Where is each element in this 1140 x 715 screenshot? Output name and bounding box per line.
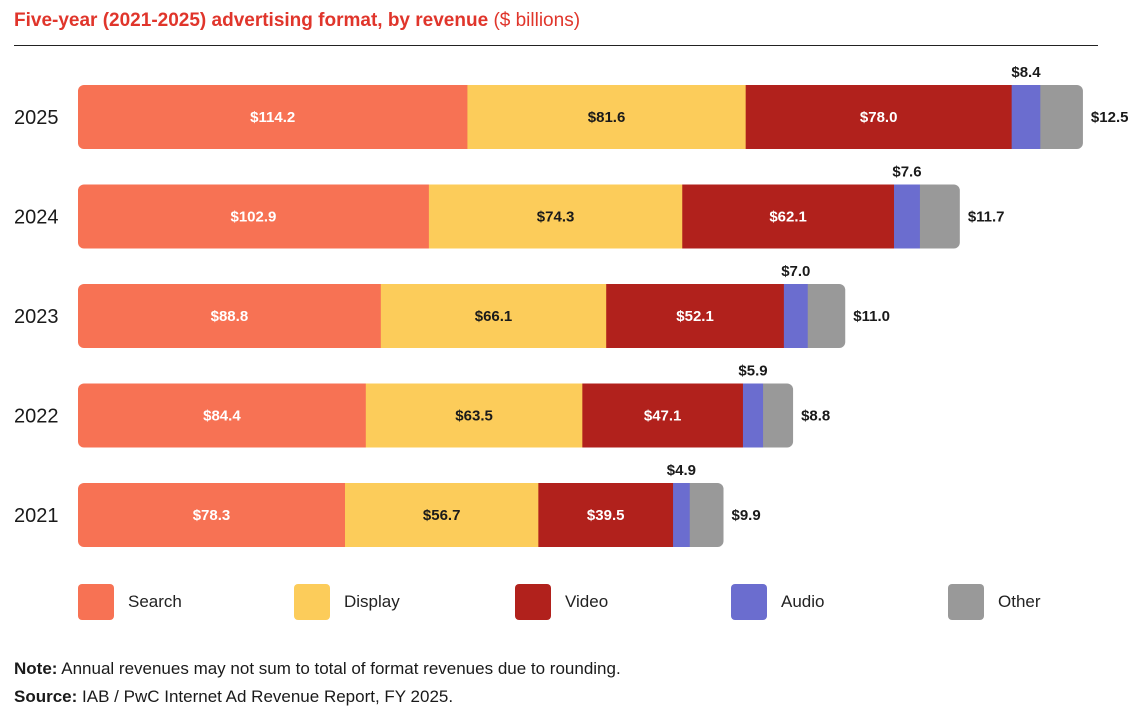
bar-segment-display-2023 [380,284,607,348]
legend-item-display: Display [294,584,400,620]
bar-segment-audio-2023 [783,284,809,348]
legend-swatch-search [78,584,114,620]
year-label-2024: 2024 [14,207,59,229]
year-label-2022: 2022 [14,406,59,428]
footnote: Note: Annual revenues may not sum to tot… [14,655,621,711]
bar-value-audio-2024: $7.6 [892,164,921,181]
bar-value-video-2024: $62.1 [769,209,807,226]
bar-value-search-2023: $88.8 [211,308,249,325]
note-label: Note: [14,659,58,678]
bar-segment-other-2025 [1040,85,1083,149]
year-label-2021: 2021 [14,505,59,527]
bar-segment-search-2021 [78,483,346,547]
bar-segment-display-2025 [467,85,747,149]
bar-value-display-2024: $74.3 [537,209,575,226]
note-text: Annual revenues may not sum to total of … [61,659,621,678]
chart-title-main: Five-year (2021-2025) advertising format… [14,10,489,31]
legend-item-search: Search [78,584,182,620]
bar-value-audio-2025: $8.4 [1011,64,1041,81]
bar-segment-search-2025 [78,85,468,149]
legend-label-search: Search [128,592,182,611]
bar-value-video-2021: $39.5 [587,507,625,524]
bar-value-display-2023: $66.1 [475,308,513,325]
bar-row-2025 [78,85,1083,149]
bar-value-search-2022: $84.4 [203,408,241,425]
bar-segment-audio-2021 [673,483,691,547]
bar-segment-other-2022 [763,383,794,448]
legend-swatch-audio [731,584,767,620]
bar-segment-video-2023 [606,284,785,348]
bar-value-other-2024: $11.7 [968,209,1005,226]
bar-segment-video-2021 [538,483,674,547]
legend-label-display: Display [344,592,400,611]
bar-segment-audio-2025 [1011,85,1041,149]
bar-value-display-2022: $63.5 [455,408,493,425]
bar-segment-search-2022 [78,383,367,448]
bar-value-search-2021: $78.3 [193,507,231,524]
source-text: IAB / PwC Internet Ad Revenue Report, FY… [82,687,454,706]
bar-segment-other-2023 [807,284,846,348]
chart-legend: Search Display Video Audio Other [0,584,1140,624]
note-line: Note: Annual revenues may not sum to tot… [14,655,621,683]
bar-value-search-2024: $102.9 [230,209,276,226]
bar-segment-other-2024 [919,184,960,249]
year-label-2025: 2025 [14,107,59,129]
legend-label-audio: Audio [781,592,825,611]
bar-value-audio-2023: $7.0 [781,263,810,280]
bar-segment-display-2021 [345,483,539,547]
bar-segment-video-2025 [745,85,1013,149]
bar-row-2024 [78,184,960,249]
legend-item-video: Video [515,584,608,620]
title-divider [14,45,1098,46]
bar-value-video-2022: $47.1 [644,408,682,425]
bar-value-audio-2022: $5.9 [738,363,767,380]
bar-segment-display-2024 [428,184,683,249]
bar-value-other-2021: $9.9 [732,507,761,524]
bar-segment-video-2024 [682,184,895,249]
bar-row-2021 [78,483,724,547]
chart-title: Five-year (2021-2025) advertising format… [14,8,580,34]
legend-swatch-display [294,584,330,620]
bar-value-other-2022: $8.8 [801,408,830,425]
stacked-bar-chart: 2025 $114.2 $81.6 $78.0 $8.4 $12.5 2024 $102.9 $… [14,64,1129,547]
bar-segment-search-2023 [78,284,382,348]
bar-value-video-2025: $78.0 [860,109,898,126]
legend-label-other: Other [998,592,1041,611]
bar-segment-audio-2022 [742,383,764,448]
bar-segment-other-2021 [689,483,724,547]
bar-segment-display-2022 [365,383,583,448]
legend-swatch-other [948,584,984,620]
bar-value-display-2021: $56.7 [423,507,461,524]
bar-segment-search-2024 [78,184,430,249]
source-line: Source: IAB / PwC Internet Ad Revenue Re… [14,683,621,711]
bar-segment-video-2022 [582,383,744,448]
bar-value-search-2025: $114.2 [250,109,295,126]
bar-segment-audio-2024 [894,184,921,249]
legend-label-video: Video [565,592,609,611]
legend-item-audio: Audio [731,584,824,620]
bar-value-other-2023: $11.0 [853,308,890,325]
bar-row-2023 [78,284,846,348]
legend-swatch-video [515,584,551,620]
legend-item-other: Other [948,584,1041,620]
bar-value-display-2025: $81.6 [588,109,626,126]
bar-value-other-2025: $12.5 [1091,109,1129,126]
bar-value-audio-2021: $4.9 [667,462,696,479]
chart-title-unit: ($ billions) [493,10,581,31]
year-label-2023: 2023 [14,306,59,328]
bar-row-2022 [78,383,794,448]
source-label: Source: [14,687,78,706]
bar-value-video-2023: $52.1 [676,308,714,325]
